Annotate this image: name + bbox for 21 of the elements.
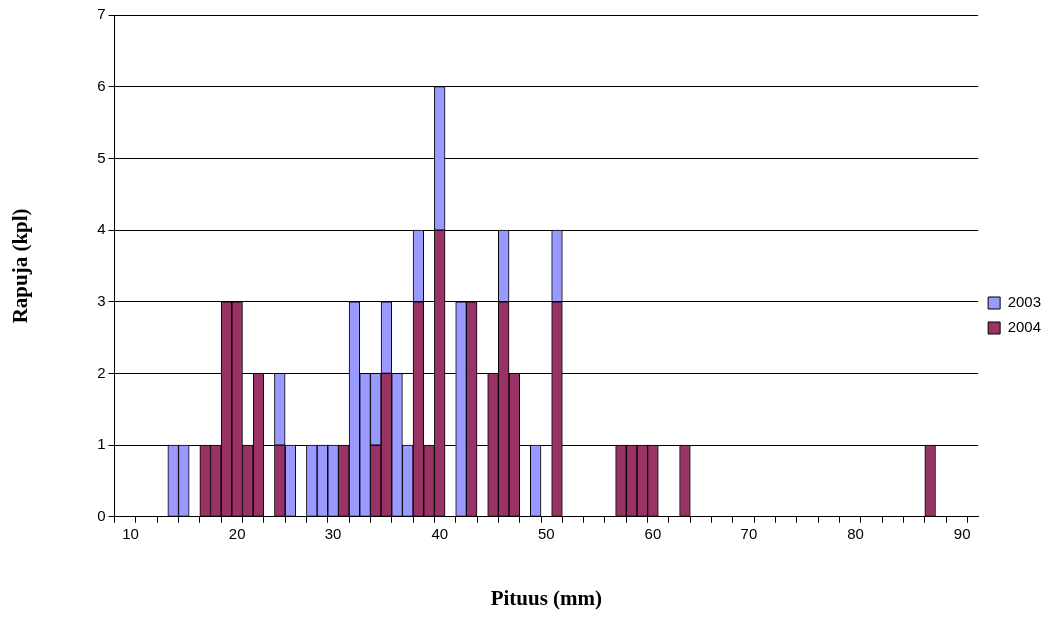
y-tick-label: 2 [97, 363, 106, 381]
y-tick-label: 6 [97, 76, 106, 94]
x-tick-label: 70 [740, 524, 758, 542]
y-axis-title: Rapuja (kpl) [8, 208, 33, 324]
y-tick-label: 0 [97, 506, 106, 524]
legend-label: 2003 [1007, 293, 1042, 311]
y-tick-label: 1 [97, 435, 106, 453]
x-tick-label: 90 [953, 524, 971, 542]
y-tick-label: 7 [97, 5, 106, 23]
y-tick-label: 5 [97, 148, 106, 166]
y-tick-label: 4 [97, 220, 106, 238]
x-tick-label: 20 [228, 524, 246, 542]
x-tick-label: 40 [431, 524, 449, 542]
x-tick-label: 10 [122, 524, 139, 542]
y-tick-label: 3 [97, 291, 106, 309]
x-tick-label: 50 [537, 524, 555, 542]
x-tick-label: 60 [644, 524, 662, 542]
legend-label: 2004 [1007, 318, 1042, 336]
x-tick-label: 30 [324, 524, 342, 542]
x-axis-title: Pituus (mm) [490, 585, 603, 610]
x-tick-label: 80 [847, 524, 864, 542]
